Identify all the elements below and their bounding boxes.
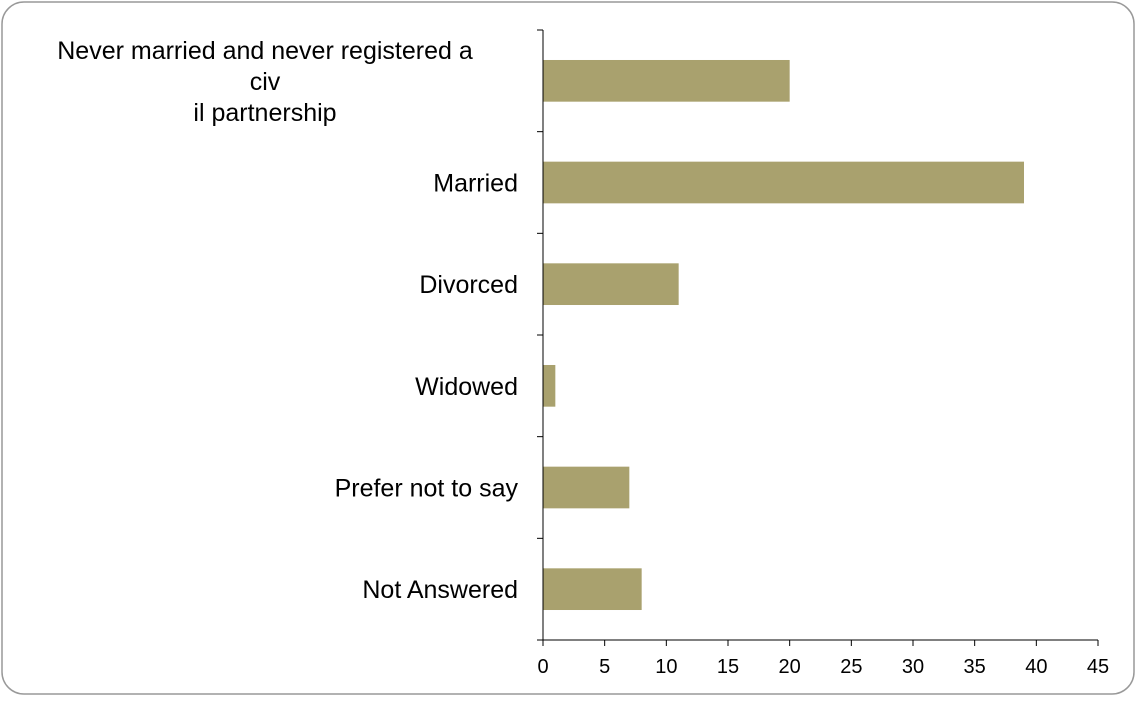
bar-1 — [543, 161, 1024, 204]
category-label: Widowed — [415, 373, 518, 401]
bar-2 — [543, 263, 679, 306]
bar-3 — [543, 364, 556, 407]
x-tick-labels: 0 5 10 15 20 25 30 35 40 45 — [537, 656, 1109, 678]
axes — [537, 29, 1099, 646]
category-labels: Never married and never registered a civ i… — [57, 37, 518, 604]
category-label: Divorced — [419, 271, 518, 299]
x-tick-label: 30 — [902, 656, 924, 678]
category-label: Prefer not to say — [335, 475, 519, 503]
x-tick-label: 5 — [599, 656, 610, 678]
x-tick-label: 10 — [655, 656, 677, 678]
x-tick-label: 40 — [1025, 656, 1047, 678]
bar-4 — [543, 466, 630, 509]
x-tick-label: 35 — [964, 656, 986, 678]
category-label-line: il partnership — [193, 99, 336, 127]
x-tick-label: 15 — [717, 656, 739, 678]
x-tick-label: 25 — [840, 656, 862, 678]
category-label: Not Answered — [362, 576, 518, 604]
bars — [543, 59, 1024, 611]
bar-0 — [543, 59, 790, 102]
x-tick-label: 45 — [1087, 656, 1109, 678]
category-label-line: Never married and never registered a — [57, 37, 473, 65]
category-label: Married — [433, 170, 518, 198]
bar-5 — [543, 568, 642, 611]
category-label-line: civ — [250, 68, 281, 96]
x-tick-label: 0 — [537, 656, 548, 678]
x-tick-label: 20 — [779, 656, 801, 678]
